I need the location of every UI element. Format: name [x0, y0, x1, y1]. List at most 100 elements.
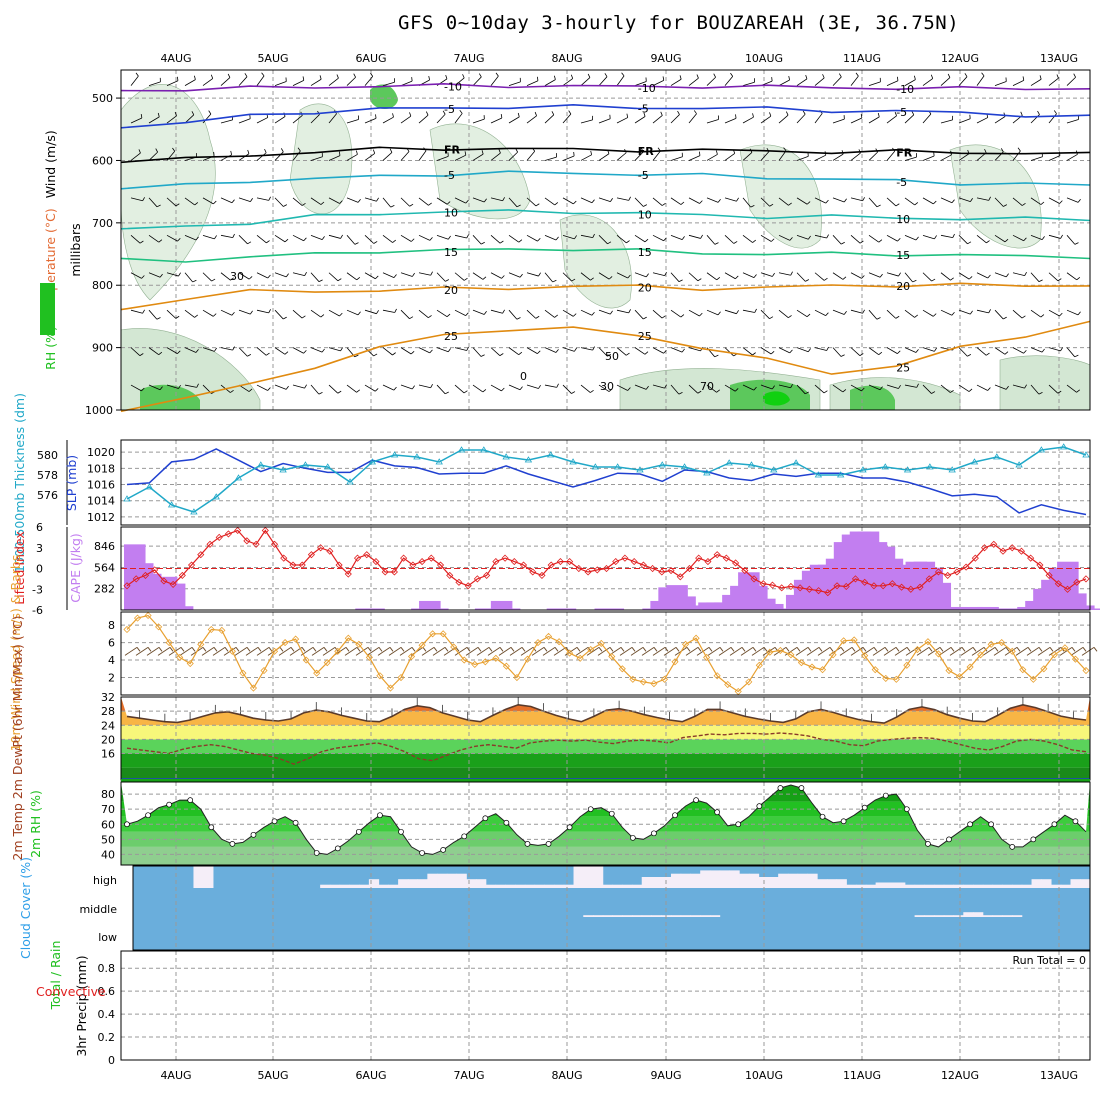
- wind-barb-flag: [592, 346, 595, 351]
- wind-barb: [382, 152, 393, 161]
- wind-barb: [724, 117, 737, 124]
- wind-barb-flag: [825, 199, 829, 204]
- wind-barb: [166, 384, 179, 389]
- wind-barb-10m: [927, 646, 941, 656]
- wind-barb: [616, 152, 627, 161]
- wind-point: [840, 637, 848, 645]
- dewpt-line: [126, 732, 1087, 765]
- wind-barb-flag: [247, 353, 252, 357]
- cloud-high-bar: [1060, 884, 1072, 888]
- rh-high-area: [850, 385, 895, 410]
- isotherm-label: FR: [444, 144, 461, 157]
- cloud-high-bar: [1031, 879, 1042, 888]
- cloud-high-bar: [515, 884, 526, 888]
- wind-barb-flag: [430, 384, 433, 388]
- wind-barb-flag: [861, 387, 865, 392]
- cloud-high-bar: [856, 884, 867, 888]
- wind-barb-flag: [428, 75, 430, 81]
- wind-barb-10m: [1015, 646, 1029, 656]
- wind-barb: [742, 116, 754, 124]
- wind-barb: [1012, 309, 1023, 319]
- wind-barb: [940, 309, 953, 316]
- wind-barb-flag: [981, 72, 985, 77]
- wind-barb: [490, 152, 501, 161]
- wind-barb: [526, 80, 539, 86]
- cape-frame: [120, 526, 1091, 611]
- wind-barb-flag: [480, 354, 485, 357]
- wind-barb: [508, 197, 518, 208]
- wind-barb-flag: [337, 390, 342, 394]
- wind-barb-10m-flag: [884, 647, 889, 652]
- wind-barb-flag: [823, 390, 828, 394]
- wind-barb-flag: [499, 353, 504, 356]
- wind-barb: [580, 234, 593, 239]
- wind-barb-flag: [697, 390, 702, 394]
- wind-barb: [580, 119, 593, 124]
- isotherm-label: 10: [444, 207, 458, 220]
- wind-barb-flag: [211, 278, 216, 282]
- wind-point: [745, 678, 753, 686]
- wind-barb-flag: [213, 313, 217, 317]
- cape-bar: [163, 583, 186, 610]
- wind-barb-flag: [754, 308, 757, 313]
- cloud-high-bar: [622, 884, 633, 888]
- wind-barb-flag: [783, 147, 787, 151]
- wind-barb: [886, 197, 897, 207]
- wind-barb-10m-flag: [543, 647, 548, 652]
- wind-barb: [760, 347, 772, 355]
- wind-barb: [292, 115, 303, 124]
- rh-point: [461, 833, 468, 840]
- wind-barb-flag: [1037, 110, 1040, 115]
- wind-barb-flag: [680, 201, 685, 205]
- wind-barb-flag: [879, 386, 883, 390]
- wind-barb-10m: [1037, 646, 1051, 656]
- wind-barb-10m-flag: [1082, 647, 1087, 652]
- rh-point: [608, 810, 615, 817]
- wind-barb: [364, 272, 376, 280]
- wind-barb-10m: [839, 646, 853, 656]
- wind-point: [850, 636, 858, 644]
- wind-barb: [238, 347, 248, 357]
- rh-shade-area: [739, 144, 822, 249]
- wind-barb-flag: [1056, 74, 1059, 79]
- wind-barb: [706, 76, 716, 86]
- wind-barb: [238, 197, 251, 202]
- wind-barb: [400, 197, 410, 207]
- wind-barb-flag: [717, 311, 721, 316]
- cloud-high-bar: [446, 873, 458, 888]
- wind-barb-flag: [878, 239, 883, 243]
- wind-barb: [922, 384, 932, 394]
- wind-barb-10m: [245, 646, 259, 656]
- wind-barb: [382, 272, 395, 278]
- wind-barb: [796, 113, 806, 124]
- wind-barb: [850, 117, 863, 124]
- wind-barb-flag: [753, 274, 757, 278]
- wind-barb-flag: [645, 273, 649, 278]
- wind-barb: [436, 113, 446, 124]
- wind-barb-flag: [912, 279, 917, 283]
- wind-barb-10m-flag: [158, 647, 163, 652]
- wind-barb-flag: [1059, 312, 1063, 317]
- wind-barb-flag: [1038, 392, 1043, 395]
- wind-barb: [832, 197, 845, 203]
- wind-barb-flag: [714, 354, 719, 358]
- wind-barb-flag: [1024, 384, 1027, 389]
- wind-barb: [598, 347, 608, 357]
- wind-barb: [490, 117, 503, 124]
- rh-point: [166, 801, 173, 808]
- wind-barb-10m-flag: [169, 647, 174, 652]
- wind-barb-10m: [905, 646, 919, 656]
- wind-barb: [796, 384, 806, 395]
- isotherm-label: 15: [638, 246, 652, 259]
- wind-barb-10m: [399, 646, 413, 656]
- temp-band: [121, 739, 1090, 754]
- cloud-high-bar: [612, 884, 623, 888]
- wind-barb: [598, 309, 611, 315]
- wind-barb: [976, 384, 988, 391]
- precip-tick-label: 0.4: [98, 1008, 116, 1021]
- wind-barb: [490, 384, 502, 392]
- wind-barb: [220, 197, 233, 204]
- wind-barb-flag: [446, 313, 451, 318]
- x-label-bottom: 6AUG: [355, 1069, 386, 1082]
- wind-barb: [868, 272, 881, 278]
